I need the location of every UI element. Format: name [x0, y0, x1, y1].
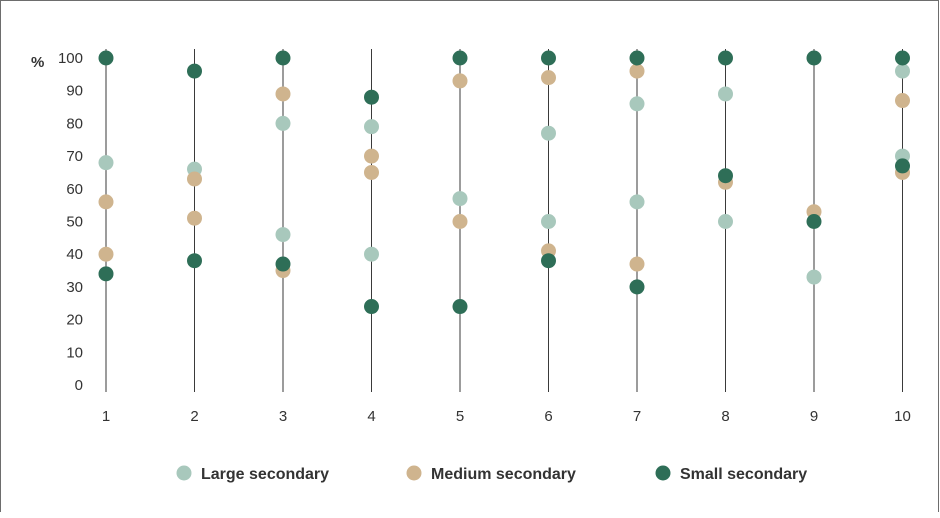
legend-item: Large secondary — [176, 465, 329, 483]
y-tick-label: 70 — [66, 148, 83, 165]
data-point — [98, 266, 114, 282]
y-tick-label: 0 — [75, 377, 83, 394]
data-point — [718, 214, 733, 229]
x-tick-label: 9 — [810, 408, 818, 425]
y-tick-label: 60 — [66, 181, 83, 198]
data-point — [98, 194, 114, 210]
data-point — [452, 50, 468, 66]
data-point — [629, 194, 645, 210]
x-tick-label: 4 — [367, 408, 375, 425]
data-point — [364, 164, 379, 180]
data-point — [541, 125, 556, 141]
data-point — [718, 86, 733, 102]
legend-label: Small secondary — [680, 466, 807, 483]
data-point — [187, 171, 202, 187]
data-point — [541, 214, 556, 229]
data-point — [629, 50, 645, 66]
data-point — [806, 269, 822, 285]
data-point — [275, 86, 291, 102]
data-point — [275, 227, 291, 243]
data-point — [275, 50, 291, 66]
legend-label: Large secondary — [201, 466, 329, 483]
data-point — [718, 50, 733, 66]
y-axis-unit-label: % — [31, 54, 44, 71]
category-lines — [105, 49, 903, 392]
data-point — [541, 50, 556, 66]
data-point — [98, 246, 114, 262]
x-axis: 1 2 3 4 5 6 7 8 9 10 — [102, 408, 911, 425]
y-axis: % 0 10 20 30 40 50 60 70 80 90 100 — [31, 50, 83, 394]
legend-item: Medium secondary — [406, 465, 576, 483]
y-tick-label: 10 — [66, 344, 83, 361]
data-point — [364, 299, 379, 315]
series-medium-secondary — [98, 63, 910, 279]
x-tick-label: 3 — [279, 408, 287, 425]
data-point — [452, 73, 468, 89]
y-tick-label: 30 — [66, 279, 83, 296]
x-tick-label: 8 — [721, 408, 729, 425]
data-point — [895, 50, 910, 66]
data-point — [187, 63, 202, 79]
y-tick-label: 100 — [58, 50, 83, 67]
data-point — [364, 148, 379, 164]
data-point — [275, 256, 291, 272]
data-point — [452, 191, 468, 207]
x-tick-label: 5 — [456, 408, 464, 425]
y-tick-label: 50 — [66, 214, 83, 231]
series-large-secondary — [98, 63, 910, 285]
data-point — [364, 89, 379, 105]
data-point — [718, 168, 733, 184]
data-point — [629, 63, 645, 79]
data-point — [895, 93, 910, 109]
legend-marker — [406, 465, 422, 481]
data-point — [364, 119, 379, 135]
data-point — [541, 70, 556, 86]
data-point — [98, 155, 114, 171]
legend-label: Medium secondary — [431, 466, 576, 483]
data-points — [98, 50, 910, 315]
data-point — [364, 246, 379, 262]
data-point — [452, 214, 468, 229]
y-tick-label: 40 — [66, 246, 83, 263]
data-point — [895, 158, 910, 174]
y-tick-label: 90 — [66, 83, 83, 100]
data-point — [629, 279, 645, 295]
x-tick-label: 1 — [102, 408, 110, 425]
data-point — [98, 50, 114, 66]
data-point — [895, 63, 910, 79]
x-tick-label: 6 — [544, 408, 552, 425]
y-tick-label: 20 — [66, 312, 83, 329]
data-point — [806, 214, 822, 229]
data-point — [187, 210, 202, 226]
legend: Large secondary Medium secondary Small sec… — [176, 465, 807, 483]
data-point — [541, 253, 556, 269]
x-tick-label: 2 — [190, 408, 198, 425]
legend-marker — [655, 465, 671, 481]
data-point — [187, 253, 202, 269]
data-point — [629, 256, 645, 272]
data-point — [452, 299, 468, 315]
data-point — [629, 96, 645, 112]
legend-marker — [176, 465, 192, 481]
x-tick-label: 10 — [894, 408, 911, 425]
data-point — [275, 115, 291, 131]
x-tick-label: 7 — [633, 408, 641, 425]
legend-item: Small secondary — [655, 465, 807, 483]
series-small-secondary — [98, 50, 910, 315]
data-point — [806, 50, 822, 66]
y-tick-label: 80 — [66, 115, 83, 132]
